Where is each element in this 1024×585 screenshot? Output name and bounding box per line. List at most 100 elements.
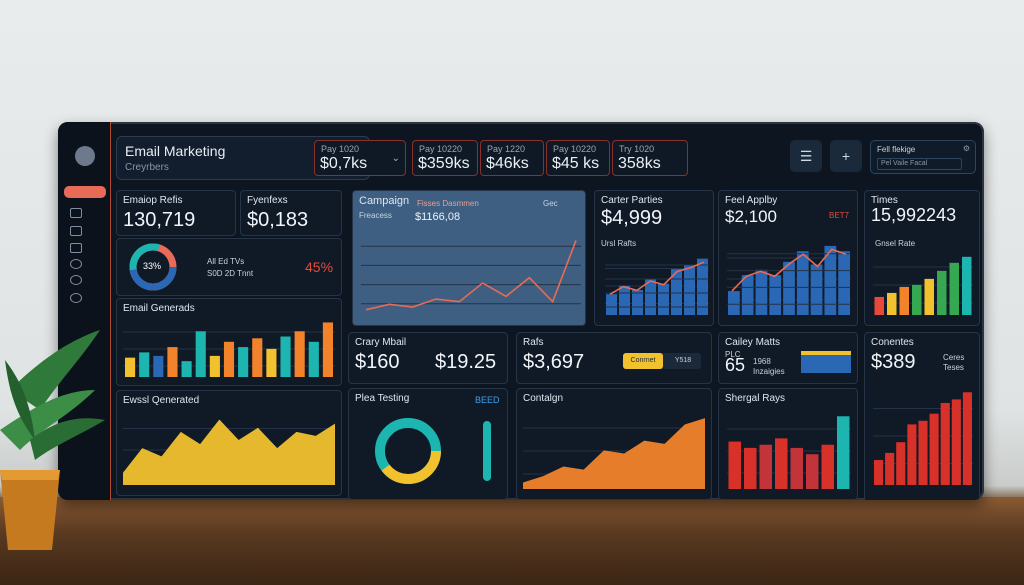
kpi-label: Pay 1220 xyxy=(487,144,526,154)
cailey-bar-accent xyxy=(801,351,851,355)
kpi-card-2[interactable]: Pay 10220 $359ks xyxy=(412,140,478,176)
donut-slice-yellow xyxy=(375,418,441,484)
kpi-label: Pay 1020 xyxy=(321,144,360,154)
stat-card-fyenfexs: Fyenfexs $0,183 xyxy=(240,190,342,236)
legend-item: All Ed TVs xyxy=(207,257,245,266)
card-label: Inzaigies xyxy=(753,367,785,376)
kpi-card-3[interactable]: Pay 1220 $46ks xyxy=(480,140,544,176)
bar xyxy=(759,444,772,489)
bar xyxy=(887,292,897,315)
bar xyxy=(937,270,947,315)
bar xyxy=(606,294,617,315)
bar xyxy=(918,420,928,485)
bar xyxy=(195,331,206,377)
donut-chart xyxy=(129,243,177,291)
kpi-card-4[interactable]: Pay 10220 $45 ks xyxy=(546,140,610,176)
kpi-value: $0,7ks xyxy=(320,155,368,172)
bar xyxy=(322,322,333,377)
card-subtitle: Gnsel Rate xyxy=(875,239,916,248)
card-value: $389 xyxy=(871,351,916,373)
status-badge: BEED xyxy=(475,395,500,405)
legend-item: Ceres xyxy=(943,353,965,362)
donut-center-label: 33% xyxy=(143,261,162,271)
bar xyxy=(796,251,809,315)
sidebar-item-reports[interactable] xyxy=(70,243,82,253)
feel-bar-chart xyxy=(727,245,851,315)
card-title: Emaiop Refis xyxy=(123,195,183,206)
card-value: $3,697 xyxy=(523,351,585,373)
bar xyxy=(940,402,950,485)
bar xyxy=(744,447,757,489)
bar xyxy=(929,413,939,485)
bar xyxy=(755,269,768,315)
bar xyxy=(810,264,823,315)
connect-button[interactable]: Conrnet xyxy=(623,353,663,369)
kpi-card-1[interactable]: Pay 1020 $0,7ks ⌄ xyxy=(314,140,406,176)
sidebar-item-inbox[interactable] xyxy=(70,208,82,218)
kpi-value: $46ks xyxy=(486,155,529,172)
options-button[interactable]: Gec xyxy=(543,199,558,208)
bar xyxy=(790,447,803,489)
card-title: Shergal Rays xyxy=(725,393,786,404)
bar xyxy=(821,444,834,489)
page-title: Email Marketing xyxy=(125,143,226,159)
plea-donut-chart xyxy=(375,418,491,484)
bar xyxy=(874,296,884,315)
bar xyxy=(775,438,788,489)
filter-input[interactable]: Pel Vaile Facal xyxy=(877,158,962,170)
area-fill xyxy=(123,419,335,485)
potted-plant-image xyxy=(0,330,105,550)
settings-icon[interactable]: ⚙ xyxy=(962,144,970,153)
sidebar-item-users[interactable] xyxy=(70,259,82,269)
card-value: $2,100 xyxy=(725,207,777,226)
sidebar-item-active[interactable] xyxy=(64,186,106,198)
add-button[interactable]: + xyxy=(830,140,862,172)
card-title: Crary Mbail xyxy=(355,337,407,348)
sidebar-item-campaigns[interactable] xyxy=(70,226,82,236)
bar xyxy=(885,452,895,485)
bar xyxy=(824,245,837,315)
carter-card: Carter Parties $4,999 Ursl Rafts xyxy=(594,190,714,326)
bar xyxy=(266,348,277,377)
series-line xyxy=(609,261,705,295)
bar xyxy=(837,416,850,489)
sidebar-item-stats[interactable] xyxy=(70,275,82,285)
kpi-label: Pay 10220 xyxy=(419,144,463,154)
sidebar-item-settings[interactable] xyxy=(70,293,82,303)
kpi-label: Pay 10220 xyxy=(553,144,597,154)
card-label: 1968 xyxy=(753,357,771,366)
email-generated-area-chart xyxy=(123,419,335,485)
bar xyxy=(949,262,959,315)
logo-icon xyxy=(75,146,95,166)
kpi-card-5[interactable]: Try 1020 358ks xyxy=(612,140,688,176)
bar xyxy=(838,251,850,315)
card-title: Rafs xyxy=(523,337,544,348)
secondary-option[interactable]: Y518 xyxy=(674,357,692,364)
card-subtitle: Ursl Rafts xyxy=(601,239,637,248)
card-label: PLC xyxy=(725,350,741,359)
card-title: Cailey Matts xyxy=(725,337,781,348)
bar xyxy=(671,269,682,315)
bar xyxy=(962,256,972,315)
bar xyxy=(769,275,782,315)
card-value: $0,183 xyxy=(247,209,309,231)
menu-button[interactable]: ☰ xyxy=(790,140,822,172)
bar xyxy=(619,285,630,315)
bar xyxy=(181,361,192,377)
series-line xyxy=(731,248,847,292)
series-line xyxy=(365,240,577,311)
conentes-card: Conentes $389 Ceres Teses xyxy=(864,332,980,500)
bar xyxy=(896,442,906,485)
contalgn-area-chart xyxy=(523,418,705,489)
filter-box[interactable]: Fell flekige Pel Vaile Facal ⚙ xyxy=(870,140,976,174)
shergal-card: Shergal Rays xyxy=(718,388,858,500)
desk-surface xyxy=(0,497,1024,585)
area-fill xyxy=(523,418,705,489)
cailey-card: Cailey Matts PLC 65 1968 Inzaigies xyxy=(718,332,858,384)
kpi-value: $45 ks xyxy=(552,155,600,172)
card-subtitle: Fisses Dasmmen xyxy=(417,199,479,208)
bar xyxy=(783,261,795,315)
status-badge: BET7 xyxy=(829,211,850,220)
bar xyxy=(951,399,961,485)
bar xyxy=(874,460,884,485)
